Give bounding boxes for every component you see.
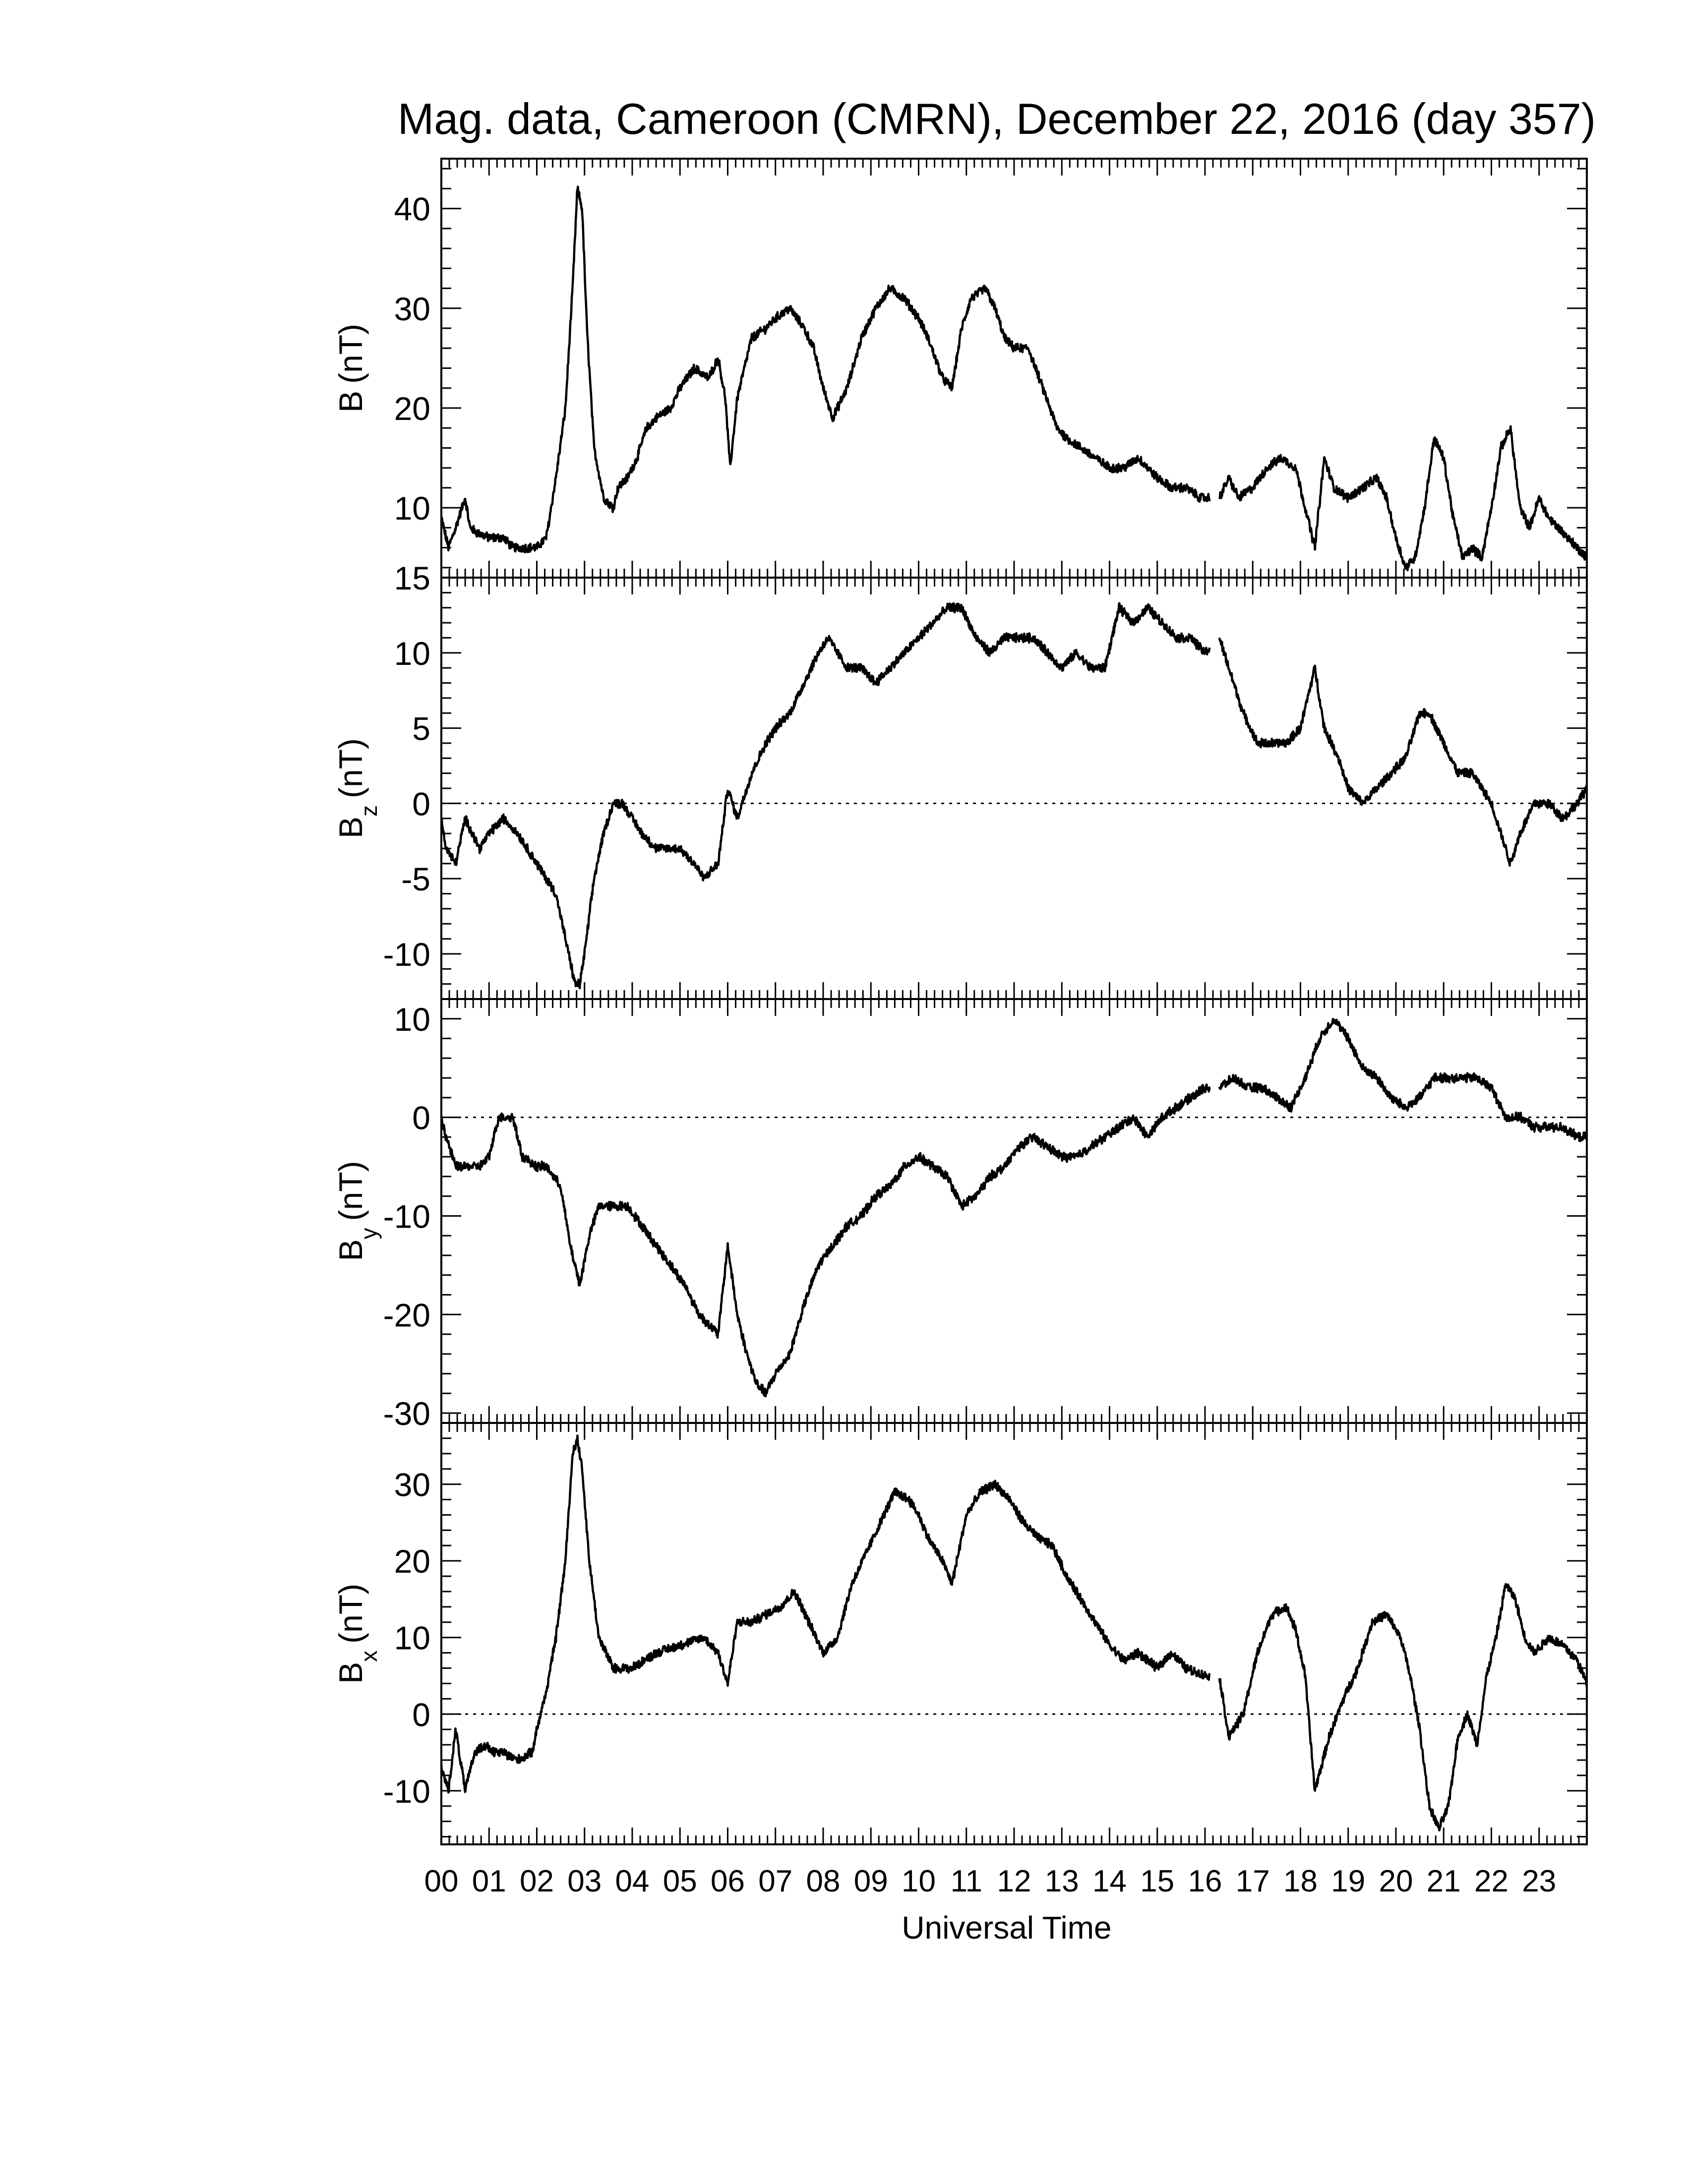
y-tick-label: 5 xyxy=(412,710,430,747)
y-tick-label: 30 xyxy=(394,291,430,327)
y-tick-label: -30 xyxy=(383,1395,430,1432)
x-tick-label: 03 xyxy=(567,1864,602,1898)
y-tick-label: 10 xyxy=(394,1001,430,1038)
series-line-B xyxy=(440,185,1211,554)
x-tick-label: 14 xyxy=(1092,1864,1127,1898)
x-tick-label: 22 xyxy=(1474,1864,1508,1898)
series-line-B xyxy=(1218,425,1588,572)
y-tick-label: -5 xyxy=(401,861,430,897)
panel-B: 10 20 30 40 B(nT) xyxy=(332,158,1588,579)
series-line-Bz xyxy=(440,602,1211,990)
series-line-Bx xyxy=(1218,1583,1588,1831)
y-tick-label: 40 xyxy=(394,191,430,228)
y-tick-label: -10 xyxy=(383,1198,430,1235)
x-axis-label: Universal Time xyxy=(902,1910,1111,1946)
panel-frame xyxy=(440,998,1588,1424)
series-line-Bx xyxy=(440,1434,1211,1794)
x-tick-label: 20 xyxy=(1379,1864,1413,1898)
x-tick-label: 16 xyxy=(1188,1864,1222,1898)
x-tick-label: 08 xyxy=(806,1864,841,1898)
x-tick-label: 18 xyxy=(1283,1864,1318,1898)
x-tick-label: 21 xyxy=(1427,1864,1461,1898)
x-tick-label: 06 xyxy=(711,1864,745,1898)
y-tick-label: 0 xyxy=(412,1696,430,1733)
y-tick-label: 15 xyxy=(394,560,430,596)
x-tick-label: 17 xyxy=(1236,1864,1270,1898)
panel-frame xyxy=(440,1422,1588,1845)
x-tick-labels: 00 01 02 03 04 05 06 07 08 09 10 11 12 13 14 15 16 17 18 19… xyxy=(424,1864,1557,1898)
y-tick-label: 0 xyxy=(412,785,430,822)
series-line-By xyxy=(1218,1017,1588,1142)
y-tick-label: -10 xyxy=(383,936,430,973)
x-tick-label: 07 xyxy=(758,1864,792,1898)
y-axis-label: Bx(nT) xyxy=(332,1584,382,1684)
x-tick-label: 00 xyxy=(424,1864,459,1898)
x-tick-label: 12 xyxy=(997,1864,1031,1898)
x-tick-label: 02 xyxy=(520,1864,554,1898)
x-tick-label: 01 xyxy=(472,1864,506,1898)
y-tick-label: 0 xyxy=(412,1100,430,1136)
panel-By: -30 -20 -10 0 10 By(nT) xyxy=(332,998,1588,1432)
series-line-By xyxy=(440,1083,1211,1398)
y-tick-label: 30 xyxy=(394,1467,430,1503)
x-tick-label: 15 xyxy=(1140,1864,1174,1898)
series-line-Bz xyxy=(1218,637,1588,867)
x-tick-label: 09 xyxy=(854,1864,888,1898)
panel-Bz: -10 -5 0 5 10 15 Bz(nT) xyxy=(332,560,1588,1000)
y-axis-label: Bz(nT) xyxy=(332,738,382,838)
x-tick-label: 23 xyxy=(1522,1864,1556,1898)
x-tick-label: 10 xyxy=(902,1864,936,1898)
x-tick-label: 13 xyxy=(1045,1864,1079,1898)
x-tick-label: 05 xyxy=(663,1864,697,1898)
y-tick-label: -20 xyxy=(383,1297,430,1333)
y-axis-label: By(nT) xyxy=(332,1161,382,1261)
panel-Bx: -10 0 10 20 30 Bx(nT) xyxy=(332,1422,1588,1845)
y-tick-label: 10 xyxy=(394,1620,430,1656)
y-tick-label: 20 xyxy=(394,390,430,427)
x-tick-label: 11 xyxy=(951,1864,982,1898)
x-tick-label: 19 xyxy=(1331,1864,1365,1898)
panels-layer: 10 20 30 40 B(nT) -10 -5 0 5 10 15 Bz(nT) -30 -20 -10 0… xyxy=(332,158,1588,1845)
panel-frame xyxy=(440,158,1588,579)
y-tick-label: 10 xyxy=(394,635,430,672)
y-axis-label: B(nT) xyxy=(332,324,369,413)
y-tick-label: 20 xyxy=(394,1543,430,1580)
chart-title: Mag. data, Cameroon (CMRN), December 22,… xyxy=(398,94,1596,143)
x-tick-label: 04 xyxy=(615,1864,650,1898)
y-tick-label: -10 xyxy=(383,1773,430,1810)
y-tick-label: 10 xyxy=(394,490,430,527)
